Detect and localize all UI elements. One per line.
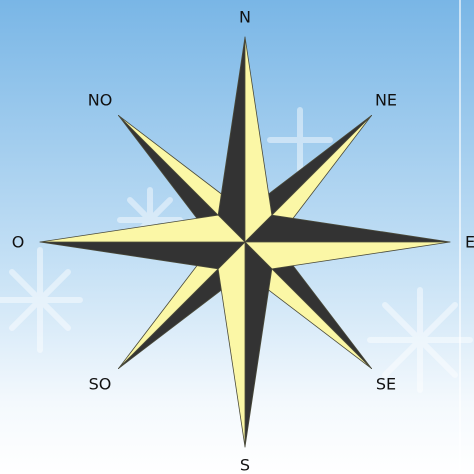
label-s: S [240, 456, 250, 474]
label-n: N [239, 8, 251, 27]
snowflakes [0, 107, 473, 393]
label-se: SE [376, 375, 396, 394]
label-no: NO [88, 91, 113, 110]
label-ne: NE [375, 91, 397, 110]
label-so: SO [89, 375, 112, 394]
rays [39, 36, 451, 448]
label-o: O [12, 233, 25, 252]
cardinal-ray-light [39, 214, 246, 243]
label-e: E [465, 233, 474, 252]
